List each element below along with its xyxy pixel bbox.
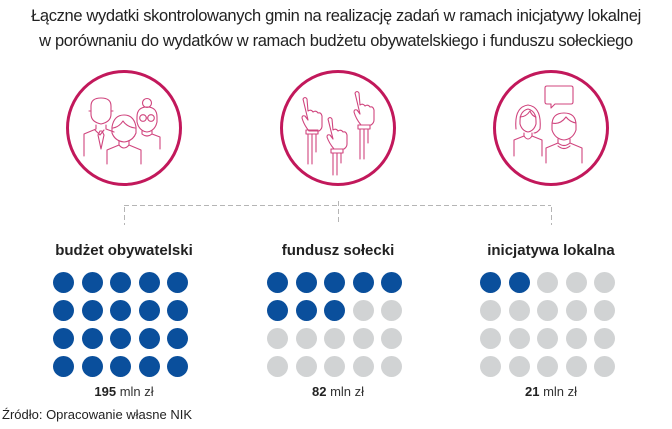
amount-budzet-obywatelski: 195 mln zł [44, 384, 204, 399]
empty-dot [324, 328, 345, 349]
filled-dot [81, 356, 103, 377]
filled-dot [295, 300, 317, 321]
group-label-inicjatywa-lokalna: inicjatywa lokalna [487, 242, 615, 259]
empty-dot [480, 328, 501, 349]
filled-dot [324, 300, 345, 321]
empty-dot [508, 356, 530, 377]
filled-dot [295, 272, 317, 293]
empty-dot [565, 356, 587, 377]
filled-dot [324, 272, 345, 293]
filled-dot [138, 328, 160, 349]
empty-dot [537, 272, 558, 293]
empty-dot [267, 328, 288, 349]
fundusz-solecki-icon-circle [280, 70, 396, 186]
amount-fundusz-solecki: 82 mln zł [258, 384, 418, 399]
empty-dot [594, 328, 615, 349]
empty-dot [565, 300, 587, 321]
empty-dot [537, 300, 558, 321]
chart-title-line-1: Łączne wydatki skontrolowanych gmin na r… [31, 7, 641, 25]
budzet-obywatelski-icon-circle [66, 70, 182, 186]
filled-dot [167, 328, 188, 349]
chart-title-line-2: w porównaniu do wydatków w ramach budżet… [39, 32, 633, 50]
empty-dot [537, 328, 558, 349]
empty-dot [594, 272, 615, 293]
filled-dot [81, 328, 103, 349]
empty-dot [381, 356, 402, 377]
empty-dot [381, 328, 402, 349]
filled-dot [110, 272, 131, 293]
source-note: Źródło: Opracowanie własne NIK [2, 407, 193, 422]
filled-dot [167, 300, 188, 321]
empty-dot [352, 300, 374, 321]
empty-dot [295, 328, 317, 349]
filled-dot [138, 272, 160, 293]
dot-grid-inicjatywa-lokalna [480, 272, 622, 384]
filled-dot [53, 328, 74, 349]
filled-dot [167, 356, 188, 377]
amount-unit: mln zł [119, 384, 154, 399]
filled-dot [53, 272, 74, 293]
filled-dot [267, 300, 288, 321]
amount-value: 195 [94, 384, 117, 399]
empty-dot [565, 328, 587, 349]
filled-dot [53, 356, 74, 377]
filled-dot [352, 272, 374, 293]
amount-inicjatywa-lokalna: 21 mln zł [471, 384, 631, 399]
filled-dot [53, 300, 74, 321]
filled-dot [81, 300, 103, 321]
empty-dot [508, 328, 530, 349]
empty-dot [480, 356, 501, 377]
filled-dot [167, 272, 188, 293]
filled-dot [110, 356, 131, 377]
empty-dot [381, 300, 402, 321]
group-label-fundusz-solecki: fundusz sołecki [281, 242, 395, 259]
filled-dot [110, 328, 131, 349]
empty-dot [295, 356, 317, 377]
filled-dot [138, 356, 160, 377]
inicjatywa-lokalna-icon-circle [493, 70, 609, 186]
filled-dot [81, 272, 103, 293]
empty-dot [594, 356, 615, 377]
empty-dot [352, 328, 374, 349]
filled-dot [381, 272, 402, 293]
filled-dot [508, 272, 530, 293]
empty-dot [565, 272, 587, 293]
empty-dot [352, 356, 374, 377]
amount-unit: mln zł [543, 384, 578, 399]
dot-grid-budzet-obywatelski [53, 272, 195, 384]
raised-hands-icon [301, 90, 375, 176]
filled-dot [480, 272, 501, 293]
conversation-icon [513, 85, 583, 164]
amount-value: 21 [524, 384, 540, 399]
empty-dot [508, 300, 530, 321]
filled-dot [138, 300, 160, 321]
people-group-icon [83, 97, 161, 165]
empty-dot [267, 356, 288, 377]
amount-unit: mln zł [330, 384, 365, 399]
filled-dot [267, 272, 288, 293]
filled-dot [110, 300, 131, 321]
empty-dot [537, 356, 558, 377]
chart-title: Łączne wydatki skontrolowanych gmin na r… [0, 4, 672, 54]
dashed-connector [124, 201, 552, 225]
dot-grid-fundusz-solecki [267, 272, 409, 384]
amount-value: 82 [311, 384, 327, 399]
empty-dot [594, 300, 615, 321]
group-label-budzet-obywatelski: budżet obywatelski [55, 242, 193, 259]
empty-dot [324, 356, 345, 377]
empty-dot [480, 300, 501, 321]
